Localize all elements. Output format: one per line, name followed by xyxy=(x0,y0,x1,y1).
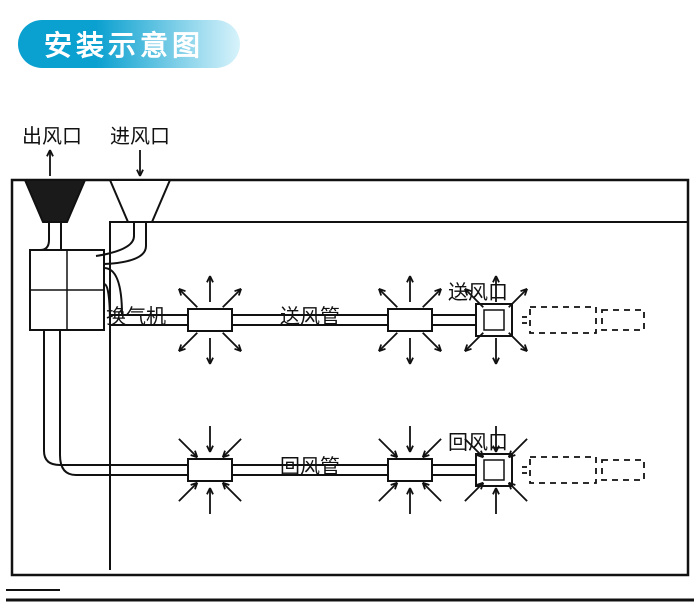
dashed-extension xyxy=(530,457,596,483)
funnel xyxy=(25,180,85,222)
arrow-line xyxy=(223,483,241,501)
arrow-line xyxy=(465,333,483,351)
duct-terminal-inner xyxy=(484,310,504,330)
arrow-line xyxy=(423,439,441,457)
arrow-line xyxy=(223,439,241,457)
duct-terminal-inner xyxy=(484,460,504,480)
label-return-vent: 回风口 xyxy=(448,426,508,455)
funnel xyxy=(110,180,170,222)
pipe-outlet-to-unit xyxy=(40,222,61,250)
interior-wall xyxy=(110,222,688,570)
label-inlet: 进风口 xyxy=(110,120,170,149)
arrow-line xyxy=(379,439,397,457)
label-supply-vent: 送风口 xyxy=(448,276,508,305)
label-return-duct: 回风管 xyxy=(280,450,340,479)
arrow-line xyxy=(423,289,441,307)
installation-diagram xyxy=(0,0,700,609)
arrow-line xyxy=(423,483,441,501)
arrow-line xyxy=(179,289,197,307)
supply-vent xyxy=(188,309,232,331)
arrow-line xyxy=(179,333,197,351)
dashed-extension xyxy=(602,310,644,330)
arrow-line xyxy=(379,483,397,501)
arrow-line xyxy=(509,333,527,351)
dashed-extension xyxy=(530,307,596,333)
arrow-line xyxy=(379,289,397,307)
dashed-extension xyxy=(602,460,644,480)
arrow-line xyxy=(509,289,527,307)
arrow-line xyxy=(179,483,197,501)
label-ventilator: 换气机 xyxy=(106,300,166,329)
arrow-line xyxy=(223,333,241,351)
label-outlet: 出风口 xyxy=(22,120,82,149)
outer-frame xyxy=(12,180,688,575)
arrow-line xyxy=(509,439,527,457)
arrow-line xyxy=(465,483,483,501)
label-supply-duct: 送风管 xyxy=(280,300,340,329)
arrow-line xyxy=(223,289,241,307)
arrow-line xyxy=(423,333,441,351)
arrow-line xyxy=(379,333,397,351)
arrow-line xyxy=(509,483,527,501)
return-vent xyxy=(388,459,432,481)
elbow-return xyxy=(44,330,76,475)
return-vent xyxy=(188,459,232,481)
supply-vent xyxy=(388,309,432,331)
arrow-line xyxy=(179,439,197,457)
